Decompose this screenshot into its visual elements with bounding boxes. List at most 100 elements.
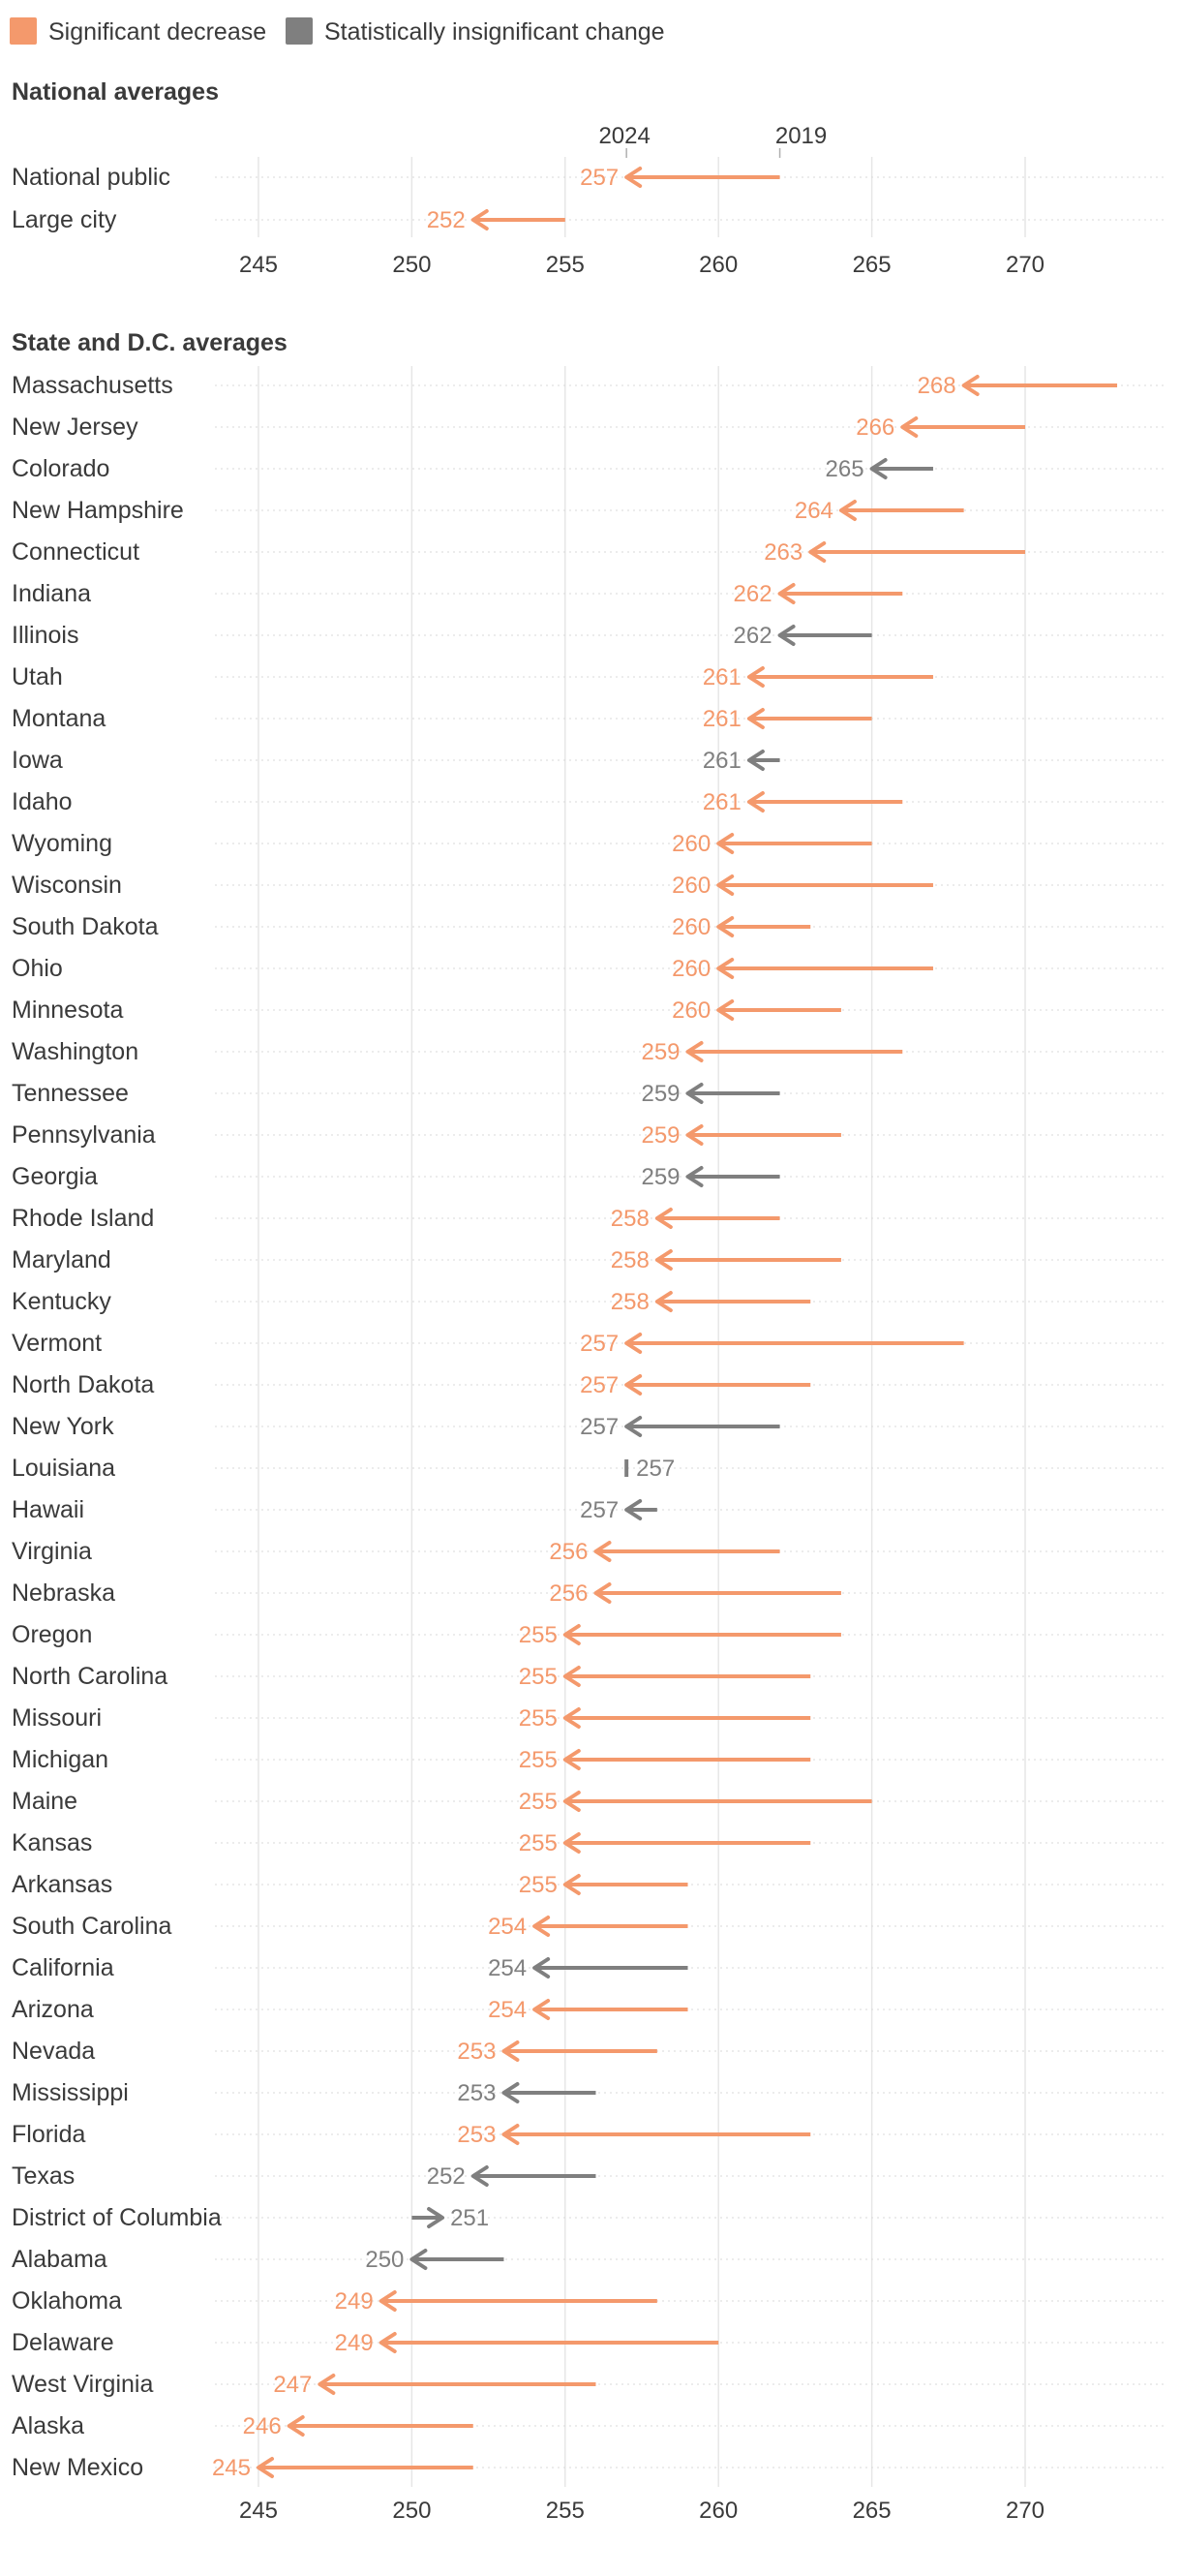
value-label: 262 [734,623,772,649]
row-label: North Carolina [12,1663,167,1690]
row-north-carolina: North Carolina 255 [12,1663,1165,1690]
arrow-head [777,625,796,646]
row-oregon: Oregon 255 [12,1621,1165,1648]
tick-label-250: 250 [392,252,431,278]
tick-label-245: 245 [239,252,278,278]
arrow-head [746,666,765,688]
value-label: 252 [427,207,466,233]
value-label: 250 [365,2247,404,2273]
arrow-head [562,1832,581,1854]
row-label: Tennessee [12,1080,129,1107]
value-label: 258 [611,1289,650,1315]
row-south-dakota: South Dakota 260 [12,913,1165,940]
row-virginia: Virginia 256 [12,1538,1165,1565]
value-label: 255 [519,1664,558,1690]
arrow-head [654,1249,673,1271]
value-label: 261 [703,789,742,815]
row-indiana: Indiana 262 [12,580,1165,607]
tick-label-270: 270 [1006,252,1045,278]
value-label: 260 [672,831,711,857]
value-label: 257 [580,1372,619,1398]
row-georgia: Georgia 259 [12,1163,1165,1190]
value-label: 253 [457,2122,496,2148]
row-label: Minnesota [12,997,123,1024]
row-ohio: Ohio 260 [12,955,1165,982]
arrow-head [501,2040,520,2062]
arrow-head [593,1582,612,1604]
section-title: State and D.C. averages [12,329,288,356]
row-label: Kansas [12,1829,92,1856]
row-label: Indiana [12,580,91,607]
arrow-head [427,2207,445,2228]
value-label: 245 [212,2455,251,2481]
x-axis-ticks: 245 250 255 260 265 270 [239,252,1045,278]
row-label: Colorado [12,455,109,482]
arrow-head [470,209,489,230]
row-iowa: Iowa 261 [12,747,1165,774]
row-north-dakota: North Dakota 257 [12,1371,1165,1398]
arrow-head [562,1624,581,1645]
arrow-head [900,416,919,438]
row-idaho: Idaho 261 [12,788,1165,815]
arrow-head [562,1707,581,1729]
arrow-head [654,1291,673,1312]
row-label: New Mexico [12,2454,143,2481]
arrow-head [532,1999,551,2020]
tick-label-260: 260 [699,252,738,278]
value-label: 259 [641,1164,680,1190]
row-nevada: Nevada 253 [12,2038,1165,2065]
row-pennsylvania: Pennsylvania 259 [12,1121,1165,1149]
arrow-head [470,2165,489,2187]
row-label: New Jersey [12,414,138,441]
row-label: Mississippi [12,2079,129,2106]
row-south-carolina: South Carolina 254 [12,1913,1165,1940]
row-label: Rhode Island [12,1205,154,1232]
tick-label-245: 245 [239,2498,278,2524]
value-label: 260 [672,956,711,982]
arrow-head [685,1083,704,1104]
value-label: 258 [611,1247,650,1273]
row-tennessee: Tennessee 259 [12,1080,1165,1107]
row-label: Wyoming [12,830,112,857]
value-label: 260 [672,873,711,899]
row-label: Pennsylvania [12,1121,156,1149]
row-label: Utah [12,663,63,690]
value-label: 251 [450,2205,489,2231]
value-label: 252 [427,2163,466,2190]
row-label: Idaho [12,788,73,815]
year-label-end: 2024 [598,123,650,149]
arrow-head [685,1166,704,1187]
row-label: Large city [12,206,117,233]
legend-swatch-significant-decrease [10,17,37,45]
arrow-head [532,1957,551,1978]
value-label: 257 [636,1456,675,1482]
arrow-head [257,2457,274,2478]
arrow-head [685,1041,704,1062]
arrow-head [624,1499,643,1520]
row-label: Iowa [12,747,63,774]
value-label: 260 [672,997,711,1024]
row-label: Connecticut [12,538,139,566]
row-utah: Utah 261 [12,663,1165,690]
row-label: North Dakota [12,1371,154,1398]
tick-label-255: 255 [546,252,585,278]
row-new-hampshire: New Hampshire 264 [12,497,1165,524]
arrow-head [716,958,735,979]
row-louisiana: Louisiana 257 [12,1455,1165,1482]
row-maryland: Maryland 258 [12,1246,1165,1273]
arrow-head [409,2249,428,2270]
value-label: 255 [519,1622,558,1648]
x-axis-ticks: 245 250 255 260 265 270 [239,2498,1045,2524]
arrow-head [562,1749,581,1770]
row-missouri: Missouri 255 [12,1704,1165,1732]
row-label: Hawaii [12,1496,84,1523]
row-delaware: Delaware 249 [12,2329,1165,2356]
arrow-head [654,1208,673,1229]
value-label: 263 [764,539,802,566]
value-label: 256 [549,1580,588,1607]
value-label: 261 [703,664,742,690]
value-label: 257 [580,1497,619,1523]
row-new-jersey: New Jersey 266 [12,414,1165,441]
value-label: 261 [703,706,742,732]
